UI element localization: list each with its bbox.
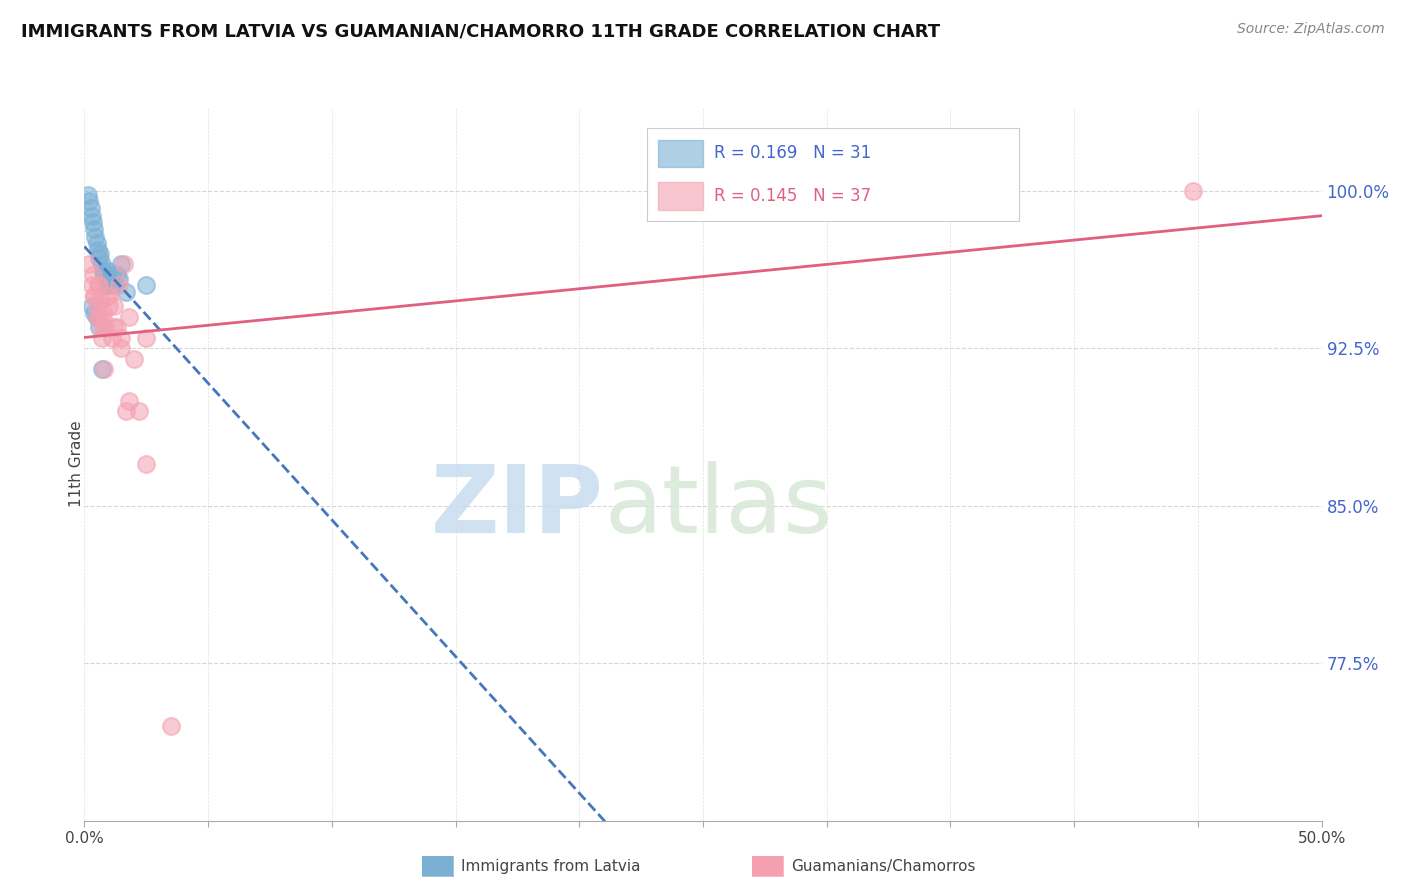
Point	[86, 310, 108, 324]
Text: IMMIGRANTS FROM LATVIA VS GUAMANIAN/CHAMORRO 11TH GRADE CORRELATION CHART: IMMIGRANTS FROM LATVIA VS GUAMANIAN/CHAM…	[21, 22, 941, 40]
Point	[83, 306, 105, 320]
Point	[98, 300, 121, 314]
Point	[108, 272, 131, 286]
Point	[115, 404, 138, 418]
Point	[105, 320, 128, 334]
Point	[135, 331, 157, 345]
Point	[80, 209, 103, 223]
Point	[91, 306, 114, 320]
Point	[135, 278, 157, 293]
Point	[79, 201, 101, 215]
Point	[86, 236, 108, 251]
Point	[79, 194, 101, 209]
Point	[83, 221, 105, 235]
Point	[90, 257, 112, 271]
Point	[80, 278, 103, 293]
Point	[87, 278, 110, 293]
Point	[122, 351, 145, 366]
Point	[77, 188, 100, 202]
Point	[135, 457, 157, 471]
Point	[160, 719, 183, 733]
Point	[118, 393, 141, 408]
Y-axis label: 11th Grade: 11th Grade	[69, 420, 83, 508]
Point	[93, 314, 115, 328]
Text: ZIP: ZIP	[432, 460, 605, 553]
Point	[115, 285, 138, 299]
Point	[89, 247, 111, 261]
Point	[89, 251, 111, 265]
Point	[103, 300, 125, 314]
Point	[86, 300, 108, 314]
Point	[128, 404, 150, 418]
Point	[89, 320, 111, 334]
FancyBboxPatch shape	[658, 139, 703, 168]
Point	[89, 310, 111, 324]
Point	[79, 257, 101, 271]
Point	[103, 278, 125, 293]
Point	[97, 264, 120, 278]
Point	[93, 268, 115, 282]
Point	[98, 289, 121, 303]
Point	[83, 289, 105, 303]
Point	[110, 331, 132, 345]
Text: Immigrants from Latvia: Immigrants from Latvia	[461, 859, 641, 873]
Point	[110, 342, 132, 356]
Point	[100, 268, 122, 282]
Point	[98, 278, 121, 293]
Point	[100, 331, 122, 345]
Point	[118, 310, 141, 324]
Point	[82, 215, 104, 229]
Point	[94, 320, 117, 334]
Point	[98, 272, 121, 286]
Point	[108, 278, 131, 293]
Point	[94, 272, 117, 286]
Text: Guamanians/Chamorros: Guamanians/Chamorros	[792, 859, 976, 873]
Point	[83, 289, 105, 303]
Point	[90, 331, 112, 345]
Point	[89, 293, 111, 307]
Point	[89, 278, 111, 293]
Point	[110, 257, 132, 271]
Point	[91, 264, 114, 278]
Point	[84, 230, 107, 244]
Point	[90, 320, 112, 334]
Text: R = 0.169   N = 31: R = 0.169 N = 31	[714, 145, 872, 162]
Point	[112, 257, 135, 271]
Point	[96, 289, 118, 303]
Point	[87, 243, 110, 257]
Text: atlas: atlas	[605, 460, 832, 553]
Point	[105, 268, 128, 282]
Point	[82, 268, 104, 282]
Point	[96, 278, 118, 293]
Text: R = 0.145   N = 37: R = 0.145 N = 37	[714, 187, 872, 205]
Point	[90, 362, 112, 376]
Point	[86, 310, 108, 324]
Point	[80, 300, 103, 314]
Point	[93, 362, 115, 376]
FancyBboxPatch shape	[658, 182, 703, 211]
Point	[103, 320, 125, 334]
Point	[1181, 184, 1204, 198]
Text: Source: ZipAtlas.com: Source: ZipAtlas.com	[1237, 22, 1385, 37]
